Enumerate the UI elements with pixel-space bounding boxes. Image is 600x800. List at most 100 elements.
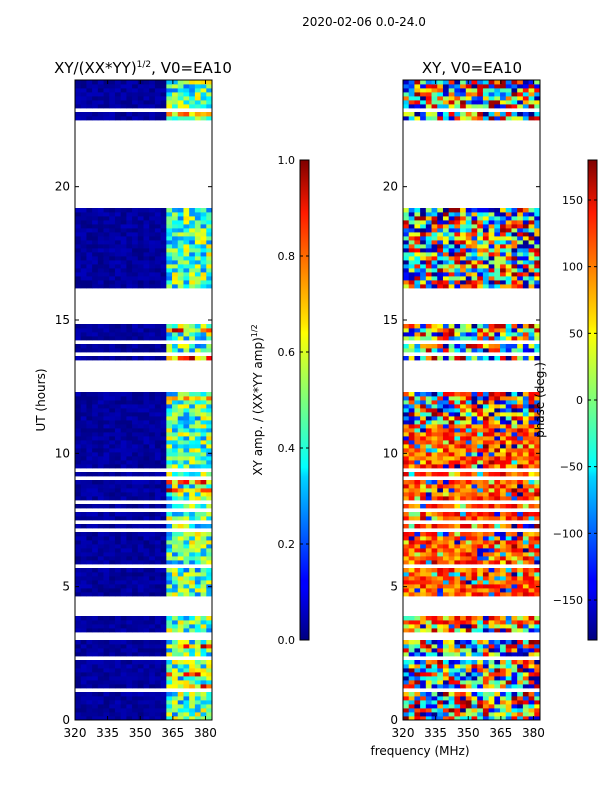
phase-cell [505,220,512,225]
phase-cell [408,224,415,229]
phase-cell [454,536,461,541]
phase-cell [442,220,450,225]
amplitude-cell [132,428,139,433]
phase-cell [505,256,512,261]
amplitude-cell [86,484,93,489]
phase-cell [465,580,472,585]
amplitude-cell [126,256,133,261]
amplitude-cell [143,452,150,457]
phase-cell [488,412,495,417]
phase-cell [528,712,535,717]
amplitude-cell [143,252,150,257]
amplitude-cell [103,268,110,273]
amplitude-cell [189,660,196,665]
amplitude-cell [189,248,196,253]
phase-cell [534,700,541,705]
amplitude-cell [189,400,196,405]
phase-cell [465,264,472,269]
phase-cell [460,512,467,517]
amplitude-cell [137,672,144,677]
amplitude-cell [75,324,82,329]
phase-cell [437,712,444,717]
phase-cell [522,548,529,553]
amplitude-cell [172,400,179,405]
phase-cell [528,560,535,565]
phase-cell [403,460,410,465]
phase-cell [511,716,518,721]
amplitude-cell [189,448,196,453]
amplitude-cell [126,448,133,453]
amplitude-cell [137,548,144,553]
phase-cell [448,572,455,577]
phase-cell [425,680,432,685]
amplitude-cell [97,332,104,337]
phase-cell [460,220,467,225]
phase-cell [448,544,455,549]
phase-cell [420,260,427,265]
amplitude-cell [86,452,93,457]
amplitude-cell [137,232,144,237]
phase-cell [454,644,461,649]
y-tick-label: 10 [383,446,398,460]
amplitude-cell [172,708,179,713]
amplitude-cell [103,96,110,101]
amplitude-cell [166,556,173,561]
phase-cell [477,408,484,413]
phase-cell [437,532,444,537]
amplitude-cell [166,644,173,649]
amplitude-cell [194,628,201,633]
amplitude-cell [154,328,162,333]
phase-cell [482,92,490,97]
phase-cell [442,112,450,117]
amplitude-cell [80,428,87,433]
amplitude-cell [189,524,196,529]
phase-cell [454,556,461,561]
phase-cell [408,592,415,597]
amplitude-cell [75,628,82,633]
amplitude-cell [132,480,139,485]
phase-cell [471,436,478,441]
amplitude-cell [109,216,116,221]
phase-cell [460,576,467,581]
phase-cell [414,660,421,665]
amplitude-cell [126,624,133,629]
phase-cell [522,248,529,253]
phase-cell [408,652,415,657]
amplitude-cell [137,576,144,581]
phase-cell [528,96,535,101]
amplitude-cell [92,708,99,713]
amplitude-cell [143,664,150,669]
phase-cell [408,572,415,577]
phase-cell [437,248,444,253]
phase-cell [500,676,507,681]
phase-cell [477,212,484,217]
amplitude-cell [137,440,144,445]
phase-cell [471,644,478,649]
phase-cell [471,552,478,557]
amplitude-cell [92,280,99,285]
phase-cell [414,556,421,561]
phase-cell [494,696,501,701]
amplitude-cell [177,112,184,117]
amplitude-cell [143,540,150,545]
phase-cell [442,640,450,645]
amplitude-cell [137,512,144,517]
amplitude-cell [189,412,196,417]
amplitude-cell [194,484,201,489]
phase-cell [505,100,512,105]
amplitude-cell [200,436,207,441]
phase-cell [437,392,444,397]
phase-cell [437,280,444,285]
phase-cell [517,232,524,237]
phase-cell [477,424,484,429]
phase-cell [522,504,529,509]
amplitude-cell [126,496,133,501]
phase-cell [403,516,410,521]
phase-cell [471,524,478,529]
amplitude-cell [149,716,156,721]
phase-cell [500,684,507,689]
amplitude-cell [92,404,99,409]
phase-cell [471,700,478,705]
phase-cell [511,544,518,549]
phase-cell [528,556,535,561]
